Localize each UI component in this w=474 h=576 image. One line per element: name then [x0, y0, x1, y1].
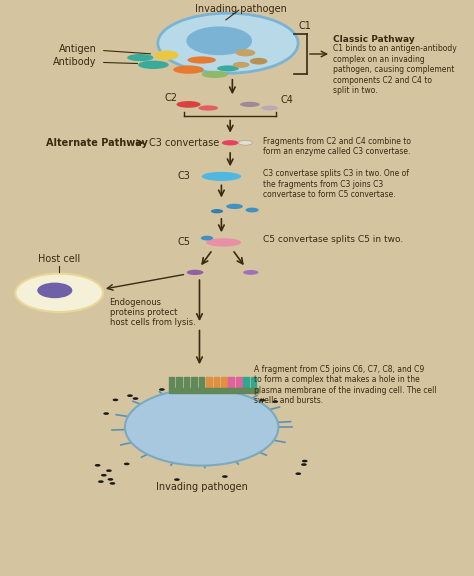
Ellipse shape [199, 105, 218, 111]
Ellipse shape [124, 463, 129, 465]
Bar [228, 377, 234, 388]
Text: Host cell: Host cell [38, 254, 80, 264]
Ellipse shape [127, 395, 133, 397]
Ellipse shape [187, 56, 216, 63]
Text: C3: C3 [178, 172, 191, 181]
Ellipse shape [133, 397, 138, 400]
Bar [221, 377, 227, 388]
Ellipse shape [201, 236, 213, 241]
Ellipse shape [222, 475, 228, 478]
Text: Antigen: Antigen [59, 44, 96, 54]
Text: C3 convertase: C3 convertase [149, 138, 219, 148]
Ellipse shape [243, 270, 258, 275]
Bar [184, 377, 190, 388]
Bar [243, 377, 249, 388]
Ellipse shape [222, 140, 238, 146]
Ellipse shape [206, 238, 241, 247]
Ellipse shape [108, 478, 113, 481]
Text: Fragments from C2 and C4 combine to
form an enzyme called C3 convertase.: Fragments from C2 and C4 combine to form… [263, 137, 411, 156]
Text: C1 binds to an antigen-antibody
complex on an invading
pathogen, causing complem: C1 binds to an antigen-antibody complex … [333, 44, 457, 95]
Ellipse shape [15, 274, 103, 312]
Ellipse shape [233, 62, 249, 68]
Ellipse shape [211, 209, 223, 213]
Ellipse shape [302, 460, 308, 463]
Bar [213, 377, 219, 388]
Ellipse shape [186, 26, 252, 55]
Bar [251, 377, 256, 388]
Ellipse shape [217, 66, 239, 71]
Bar [169, 377, 174, 388]
Ellipse shape [221, 383, 227, 385]
Text: C5: C5 [178, 237, 191, 248]
Ellipse shape [101, 474, 107, 476]
Text: Antibody: Antibody [53, 58, 96, 67]
Ellipse shape [273, 400, 278, 403]
Ellipse shape [259, 399, 265, 401]
Ellipse shape [138, 60, 169, 69]
Ellipse shape [159, 388, 165, 391]
Bar [191, 377, 197, 388]
Ellipse shape [158, 13, 298, 73]
Ellipse shape [246, 207, 259, 213]
Ellipse shape [295, 472, 301, 475]
Text: A fragment from C5 joins C6, C7, C8, and C9
to form a complex that makes a hole : A fragment from C5 joins C6, C7, C8, and… [254, 365, 437, 405]
Bar [176, 377, 182, 388]
Text: C4: C4 [281, 94, 293, 105]
Bar [236, 377, 242, 388]
Bar [206, 377, 212, 388]
Ellipse shape [127, 54, 154, 61]
Text: C1: C1 [298, 21, 311, 32]
Ellipse shape [174, 478, 180, 481]
Bar [199, 377, 204, 388]
Ellipse shape [201, 71, 228, 78]
Ellipse shape [113, 399, 118, 401]
Ellipse shape [240, 102, 260, 107]
Ellipse shape [201, 172, 241, 181]
Text: Endogenous
proteins protect
host cells from lysis.: Endogenous proteins protect host cells f… [109, 298, 195, 327]
Ellipse shape [95, 464, 100, 467]
Ellipse shape [109, 482, 115, 485]
Ellipse shape [226, 204, 243, 209]
Ellipse shape [173, 66, 204, 74]
Ellipse shape [261, 105, 278, 111]
Ellipse shape [98, 480, 104, 483]
Ellipse shape [125, 389, 278, 465]
Text: C5 convertase splits C5 in two.: C5 convertase splits C5 in two. [263, 236, 403, 244]
Ellipse shape [103, 412, 109, 415]
Bar [169, 388, 258, 393]
Text: C2: C2 [164, 93, 177, 104]
Ellipse shape [187, 270, 203, 275]
Text: Invading pathogen: Invading pathogen [195, 5, 287, 14]
Ellipse shape [301, 463, 307, 466]
Text: C3 convertase splits C3 in two. One of
the fragments from C3 joins C3
convertase: C3 convertase splits C3 in two. One of t… [263, 169, 409, 199]
Text: Classic Pathway: Classic Pathway [333, 35, 415, 44]
Ellipse shape [236, 49, 255, 56]
Ellipse shape [37, 283, 73, 298]
Ellipse shape [250, 58, 267, 65]
Text: Invading pathogen: Invading pathogen [156, 483, 247, 492]
Ellipse shape [106, 469, 112, 472]
Ellipse shape [155, 51, 179, 60]
Ellipse shape [238, 141, 253, 145]
Text: Alternate Pathway: Alternate Pathway [46, 138, 148, 148]
Ellipse shape [176, 101, 201, 108]
